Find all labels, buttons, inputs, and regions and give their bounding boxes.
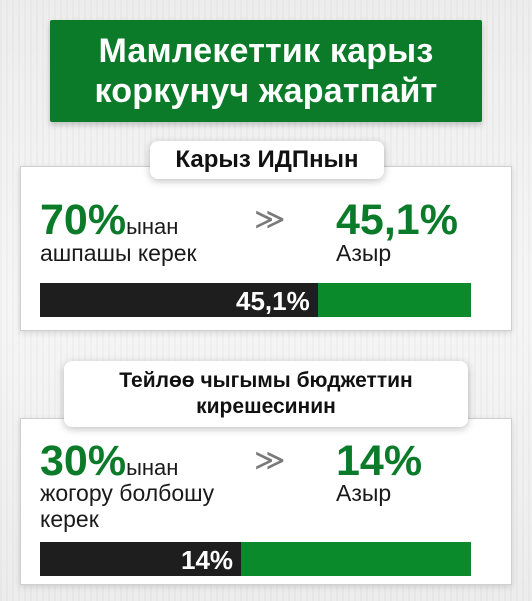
service-cost-header: Тейлөө чыгымы бюджеттин кирешесинин	[64, 361, 468, 427]
debt-progress-fill	[318, 283, 471, 317]
debt-threshold-text: ашпашы керек	[40, 240, 197, 266]
service-progress-fill	[241, 542, 471, 576]
debt-current-value: 45,1%	[336, 196, 458, 244]
service-cost-header-line-2: кирешесинин	[196, 395, 336, 418]
service-threshold-value: 30%	[40, 437, 127, 485]
chevron-right-icon: ≫	[254, 203, 286, 236]
title-banner: Мамлекеттик карыз коркунуч жаратпайт	[50, 20, 482, 122]
debt-gdp-header: Карыз ИДПнын	[150, 141, 384, 179]
service-threshold-suffix: ынан	[126, 455, 179, 480]
debt-threshold: 70%ынан	[40, 197, 178, 250]
service-current-text: Азыр	[336, 480, 392, 506]
title-line-1: Мамлекеттик карыз	[98, 32, 434, 70]
debt-threshold-suffix: ынан	[126, 214, 179, 239]
debt-current-text: Азыр	[336, 240, 392, 266]
page-title: Мамлекеттик карыз коркунуч жаратпайт	[94, 31, 437, 111]
service-current-value: 14%	[336, 437, 423, 485]
title-line-2: коркунуч жаратпайт	[94, 72, 438, 110]
debt-progress-bar: 45,1%	[40, 283, 471, 317]
debt-progress-label: 45,1%	[236, 286, 310, 316]
service-progress-label: 14%	[181, 545, 234, 575]
service-threshold-text-line-2: керек	[40, 506, 99, 532]
service-threshold-text-line-1: жогору болбошу	[40, 480, 215, 506]
chevron-right-icon: ≫	[254, 444, 286, 477]
service-threshold: 30%ынан	[40, 438, 178, 491]
service-progress-bar: 14%	[40, 542, 471, 576]
debt-threshold-value: 70%	[40, 196, 127, 244]
debt-gdp-header-text: Карыз ИДПнын	[175, 146, 359, 173]
service-cost-header-line-1: Тейлөө чыгымы бюджеттин	[119, 369, 413, 392]
